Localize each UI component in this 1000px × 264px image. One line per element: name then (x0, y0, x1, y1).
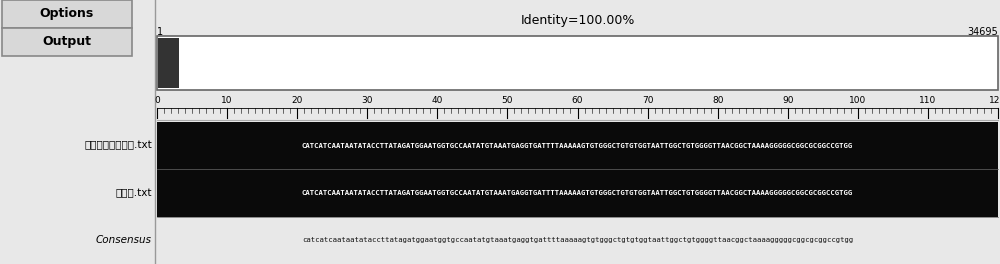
Text: 110: 110 (919, 96, 937, 105)
Text: Identity=100.00%: Identity=100.00% (520, 14, 635, 27)
Text: 60: 60 (572, 96, 583, 105)
Text: 40: 40 (432, 96, 443, 105)
Text: Consensus: Consensus (96, 235, 152, 245)
Text: 30: 30 (362, 96, 373, 105)
Text: 10: 10 (221, 96, 233, 105)
Text: 100: 100 (849, 96, 866, 105)
Text: catcatcaataatataccttatagatggaatggtgccaatatgtaaatgaggtgattttaaaaagtgtgggctgtgtggt: catcatcaataatataccttatagatggaatggtgccaat… (302, 237, 853, 243)
Text: 90: 90 (782, 96, 794, 105)
Text: 70: 70 (642, 96, 653, 105)
Bar (158, 38, 179, 88)
Text: 50: 50 (502, 96, 513, 105)
Text: Output: Output (42, 35, 92, 49)
Text: CATCATCAATAATATACCTTATAGATGGAATGGTGCCAATATGTAAATGAGGTGATTTTAAAAAGTGTGGGCTGTGTGGT: CATCATCAATAATATACCTTATAGATGGAATGGTGCCAAT… (302, 190, 853, 196)
Text: 1: 1 (157, 27, 163, 37)
Bar (157, 122, 998, 169)
Bar (157, 36, 998, 90)
Text: Options: Options (40, 7, 94, 21)
Text: 34695: 34695 (967, 27, 998, 37)
Text: 腺病毒基因组序列.txt: 腺病毒基因组序列.txt (84, 141, 152, 151)
Bar (2, 28, 132, 56)
Bar (157, 217, 998, 264)
Bar (157, 169, 998, 217)
Text: CATCATCAATAATATACCTTATAGATGGAATGGTGCCAATATGTAAATGAGGTGATTTTAAAAAGTGTGGGCTGTGTGGT: CATCATCAATAATATACCTTATAGATGGAATGGTGCCAAT… (302, 143, 853, 149)
Bar (2, 0, 132, 28)
Text: 测序列.txt: 测序列.txt (116, 188, 152, 198)
Text: 0: 0 (154, 96, 160, 105)
Text: 80: 80 (712, 96, 723, 105)
Text: 120: 120 (989, 96, 1000, 105)
Text: 20: 20 (291, 96, 303, 105)
